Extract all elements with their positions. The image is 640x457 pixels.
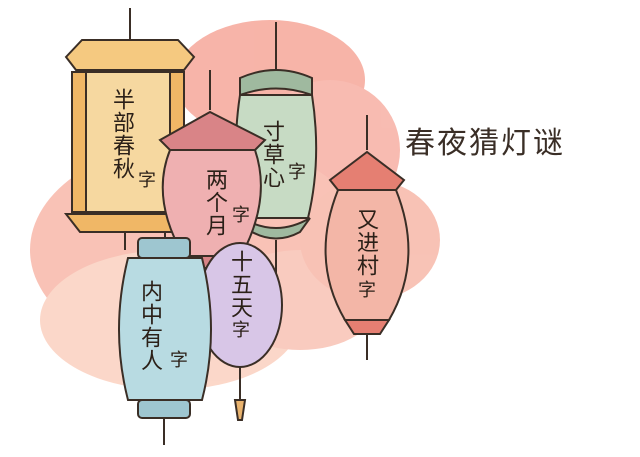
answer-green: 字 [285,162,306,181]
title-text: 春夜猜灯谜 [405,126,565,161]
blue-lantern [118,237,212,445]
riddle-pink: 两个月 [202,168,227,237]
lantern-strings [129,8,368,240]
riddle-purple: 十五天 [227,250,252,319]
riddle-blue: 内中有人 [137,280,162,372]
riddle-green: 寸草心 [259,120,284,189]
answer-pink: 字 [229,205,250,224]
riddle-red: 又进村 [353,208,378,277]
answer-yellow: 字 [135,170,156,189]
answer-purple: 字 [229,320,250,339]
answer-blue: 字 [167,350,188,369]
riddle-yellow: 半部春秋 [109,88,134,180]
red-lantern [324,150,410,360]
answer-red: 字 [355,280,376,299]
